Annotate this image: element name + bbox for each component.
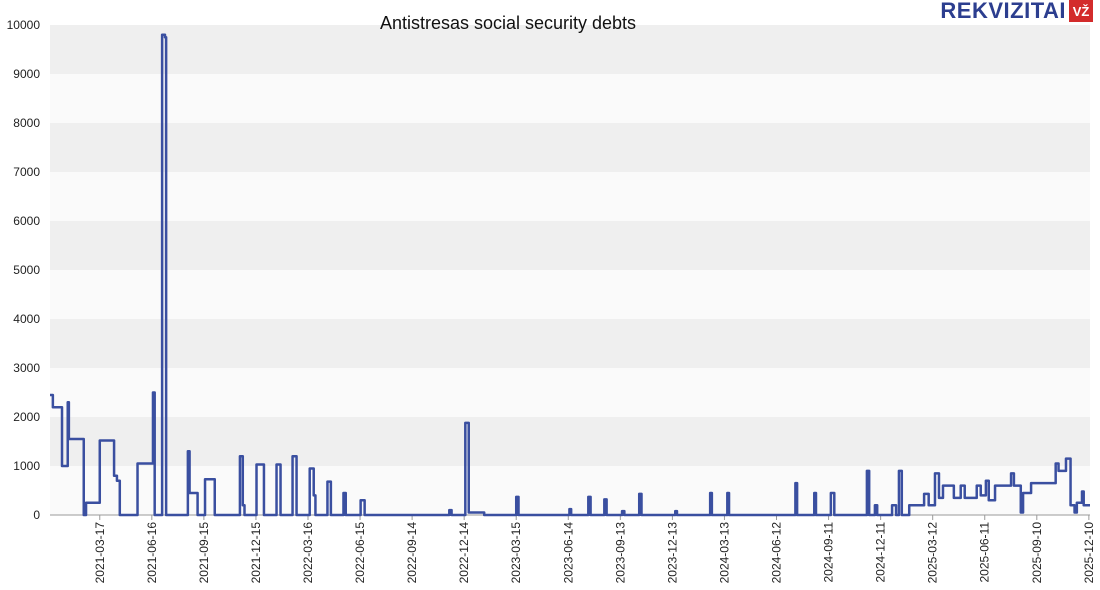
x-tick-label: 2024-09-11 bbox=[822, 522, 836, 583]
x-tick-label: 2024-03-13 bbox=[717, 522, 731, 584]
logo-badge-box bbox=[1069, 0, 1093, 22]
y-tick-label: 8000 bbox=[13, 116, 40, 130]
y-tick-label: 1000 bbox=[13, 459, 40, 473]
grid-band bbox=[50, 417, 1090, 466]
x-tick-label: 2025-06-11 bbox=[978, 522, 992, 583]
x-tick-label: 2023-12-13 bbox=[665, 522, 679, 584]
logo-text: REKVIZITAI bbox=[940, 0, 1066, 23]
x-tick-label: 2021-12-15 bbox=[249, 522, 263, 584]
y-tick-label: 7000 bbox=[13, 165, 40, 179]
x-tick-label: 2021-06-16 bbox=[145, 522, 159, 584]
y-tick-label: 2000 bbox=[13, 410, 40, 424]
x-tick-label: 2021-03-17 bbox=[93, 522, 107, 584]
grid-band bbox=[50, 25, 1090, 74]
grid-band bbox=[50, 123, 1090, 172]
x-tick-label: 2024-06-12 bbox=[770, 522, 784, 584]
y-tick-label: 0 bbox=[33, 508, 40, 522]
x-tick-label: 2025-12-10 bbox=[1082, 522, 1096, 584]
logo-badge: VŽ bbox=[1073, 4, 1090, 19]
y-tick-label: 6000 bbox=[13, 214, 40, 228]
y-tick-label: 9000 bbox=[13, 67, 40, 81]
x-tick-label: 2022-03-16 bbox=[301, 522, 315, 584]
grid-band bbox=[50, 221, 1090, 270]
grid-band bbox=[50, 319, 1090, 368]
chart-title: Antistresas social security debts bbox=[380, 13, 636, 33]
x-tick-label: 2023-09-13 bbox=[613, 522, 627, 584]
x-tick-label: 2022-06-15 bbox=[353, 522, 367, 584]
y-tick-label: 4000 bbox=[13, 312, 40, 326]
y-tick-label: 10000 bbox=[7, 18, 41, 32]
data-line bbox=[50, 33, 1090, 517]
x-tick-label: 2023-06-14 bbox=[561, 522, 575, 584]
x-tick-label: 2023-03-15 bbox=[509, 522, 523, 584]
x-tick-label: 2025-03-12 bbox=[926, 522, 940, 584]
x-tick-label: 2022-09-14 bbox=[405, 522, 419, 584]
x-tick-label: 2021-09-15 bbox=[197, 522, 211, 584]
x-tick-label: 2022-12-14 bbox=[457, 522, 471, 584]
x-tick-label: 2024-12-11 bbox=[874, 522, 888, 583]
y-tick-label: 3000 bbox=[13, 361, 40, 375]
y-tick-label: 5000 bbox=[13, 263, 40, 277]
x-tick-label: 2025-09-10 bbox=[1030, 522, 1044, 584]
